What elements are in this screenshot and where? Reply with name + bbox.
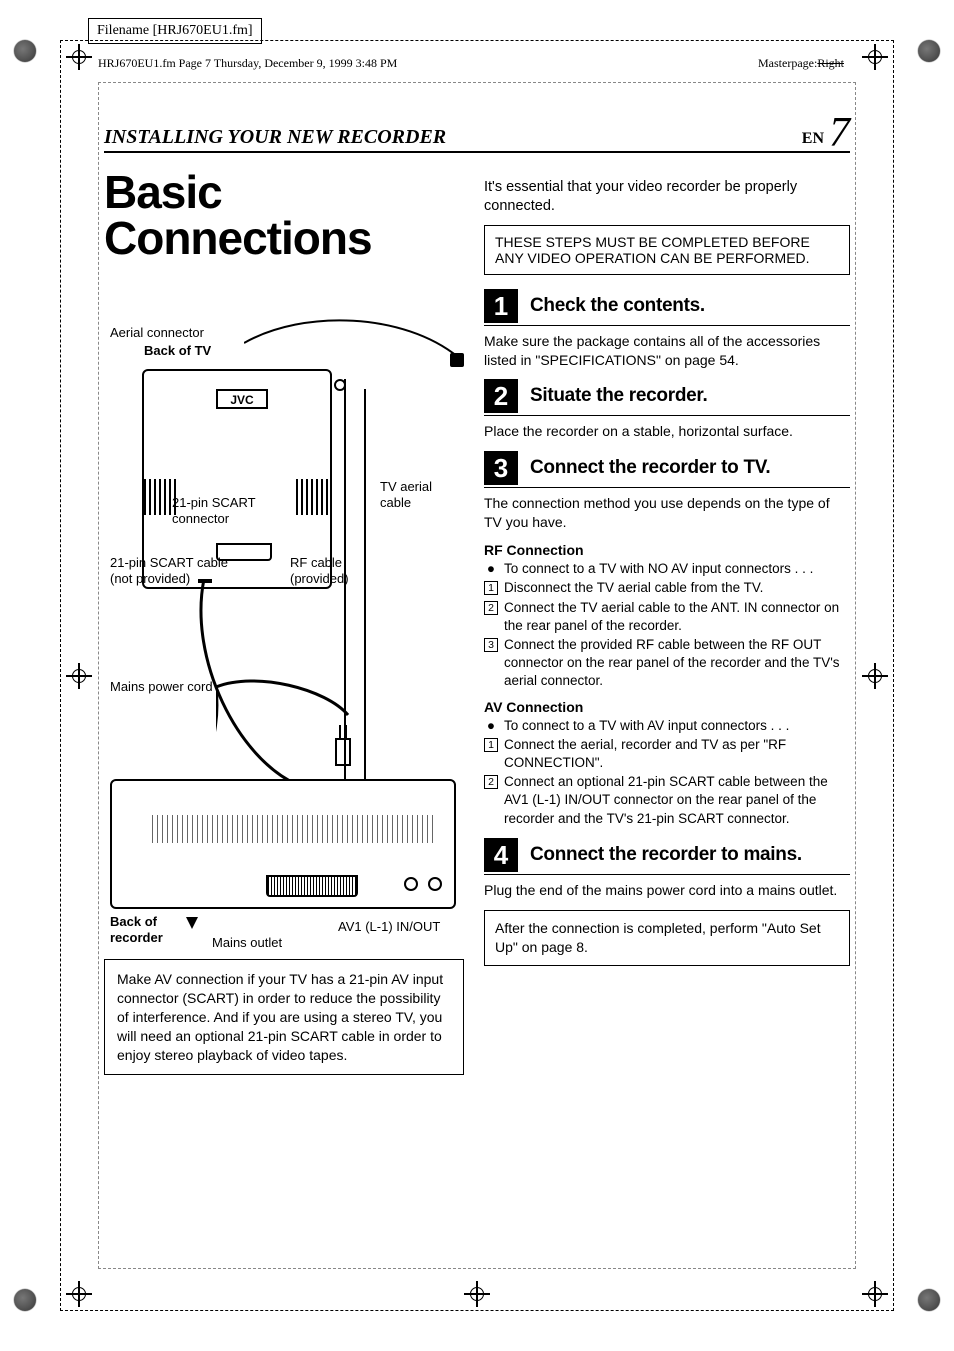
label-tv-aerial-cable: TV aerial cable [380, 479, 450, 510]
step-body: Make sure the package contains all of th… [484, 332, 850, 370]
subsection-title: RF Connection [484, 542, 850, 558]
av-connection-list: ● To connect to a TV with AV input connec… [484, 717, 850, 828]
recorder-rfout-icon [404, 877, 418, 891]
numbered-box-icon: 1 [484, 581, 498, 595]
must-complete-callout: THESE STEPS MUST BE COMPLETED BEFORE ANY… [484, 225, 850, 275]
list-item: Connect the TV aerial cable to the ANT. … [504, 599, 850, 635]
label-aerial-connector: Aerial connector [110, 325, 204, 341]
step-title: Connect the recorder to TV. [530, 457, 770, 479]
recorder-scart-icon [266, 875, 358, 897]
list-item: Connect the aerial, recorder and TV as p… [504, 736, 850, 772]
page-header-line: HRJ670EU1.fm Page 7 Thursday, December 9… [98, 56, 397, 71]
masterpage-value: Right [817, 56, 844, 70]
section-header: INSTALLING YOUR NEW RECORDER EN 7 [104, 118, 850, 153]
rf-connection-list: ● To connect to a TV with NO AV input con… [484, 560, 850, 691]
label-scart-connector: 21-pin SCART connector [172, 495, 282, 526]
corner-dot-icon [14, 1289, 36, 1311]
label-back-of-tv: Back of TV [144, 343, 211, 359]
list-item: Connect an optional 21-pin SCART cable b… [504, 773, 850, 828]
numbered-box-icon: 1 [484, 738, 498, 752]
step-body: Plug the end of the mains power cord int… [484, 881, 850, 900]
page-indicator: EN 7 [802, 118, 850, 149]
step-number-badge: 3 [484, 451, 518, 485]
step-title: Check the contents. [530, 295, 705, 317]
step-title: Connect the recorder to mains. [530, 844, 802, 866]
after-connection-note: After the connection is completed, perfo… [484, 910, 850, 966]
mains-plug-icon [328, 689, 358, 779]
filename-box: Filename [HRJ670EU1.fm] [88, 18, 262, 44]
subsection-title: AV Connection [484, 699, 850, 715]
recorder-back-icon [110, 779, 456, 909]
masterpage-label: Masterpage:Right [758, 56, 844, 71]
numbered-box-icon: 2 [484, 601, 498, 615]
step-number-badge: 4 [484, 838, 518, 872]
list-item: Disconnect the TV aerial cable from the … [504, 579, 763, 597]
recorder-antin-icon [428, 877, 442, 891]
list-item: Connect the provided RF cable between th… [504, 636, 850, 691]
av-connection-note: Make AV connection if your TV has a 21-p… [104, 959, 464, 1075]
bullet-icon: ● [484, 560, 498, 578]
label-av1: AV1 (L-1) IN/OUT [338, 919, 440, 935]
step-number-badge: 1 [484, 289, 518, 323]
step-body: The connection method you use depends on… [484, 494, 850, 532]
step-number-badge: 2 [484, 379, 518, 413]
step-heading: 4 Connect the recorder to mains. [484, 838, 850, 875]
label-back-of-recorder: Back of recorder [110, 914, 190, 945]
jvc-logo-icon: JVC [216, 389, 268, 409]
section-title: INSTALLING YOUR NEW RECORDER [104, 126, 446, 149]
intro-text: It's essential that your video recorder … [484, 178, 850, 217]
connection-diagram: Aerial connector Back of TV JVC TV aeria… [104, 279, 464, 919]
page-title: Basic Connections [104, 169, 464, 261]
lang-code: EN [802, 130, 824, 147]
list-lead: To connect to a TV with AV input connect… [504, 717, 789, 735]
step-title: Situate the recorder. [530, 385, 707, 407]
numbered-box-icon: 3 [484, 638, 498, 652]
label-mains-outlet: Mains outlet [212, 935, 282, 951]
aerial-cable-icon [244, 319, 464, 369]
page-number: 7 [829, 121, 850, 146]
tv-aerial-line-icon [364, 389, 366, 779]
numbered-box-icon: 2 [484, 775, 498, 789]
corner-dot-icon [14, 40, 36, 62]
list-lead: To connect to a TV with NO AV input conn… [504, 560, 813, 578]
arrow-down-icon [186, 917, 198, 929]
corner-dot-icon [918, 40, 940, 62]
step-body: Place the recorder on a stable, horizont… [484, 422, 850, 441]
step-heading: 3 Connect the recorder to TV. [484, 451, 850, 488]
left-column: Basic Connections Aerial connector Back … [104, 163, 464, 1075]
label-mains-cord: Mains power cord [110, 679, 213, 695]
content-area: INSTALLING YOUR NEW RECORDER EN 7 Basic … [104, 118, 850, 1075]
corner-dot-icon [918, 1289, 940, 1311]
step-heading: 2 Situate the recorder. [484, 379, 850, 416]
step-heading: 1 Check the contents. [484, 289, 850, 326]
bullet-icon: ● [484, 717, 498, 735]
page: Filename [HRJ670EU1.fm] HRJ670EU1.fm Pag… [0, 0, 954, 1351]
right-column: It's essential that your video recorder … [484, 163, 850, 1075]
masterpage-key: Masterpage: [758, 56, 817, 70]
